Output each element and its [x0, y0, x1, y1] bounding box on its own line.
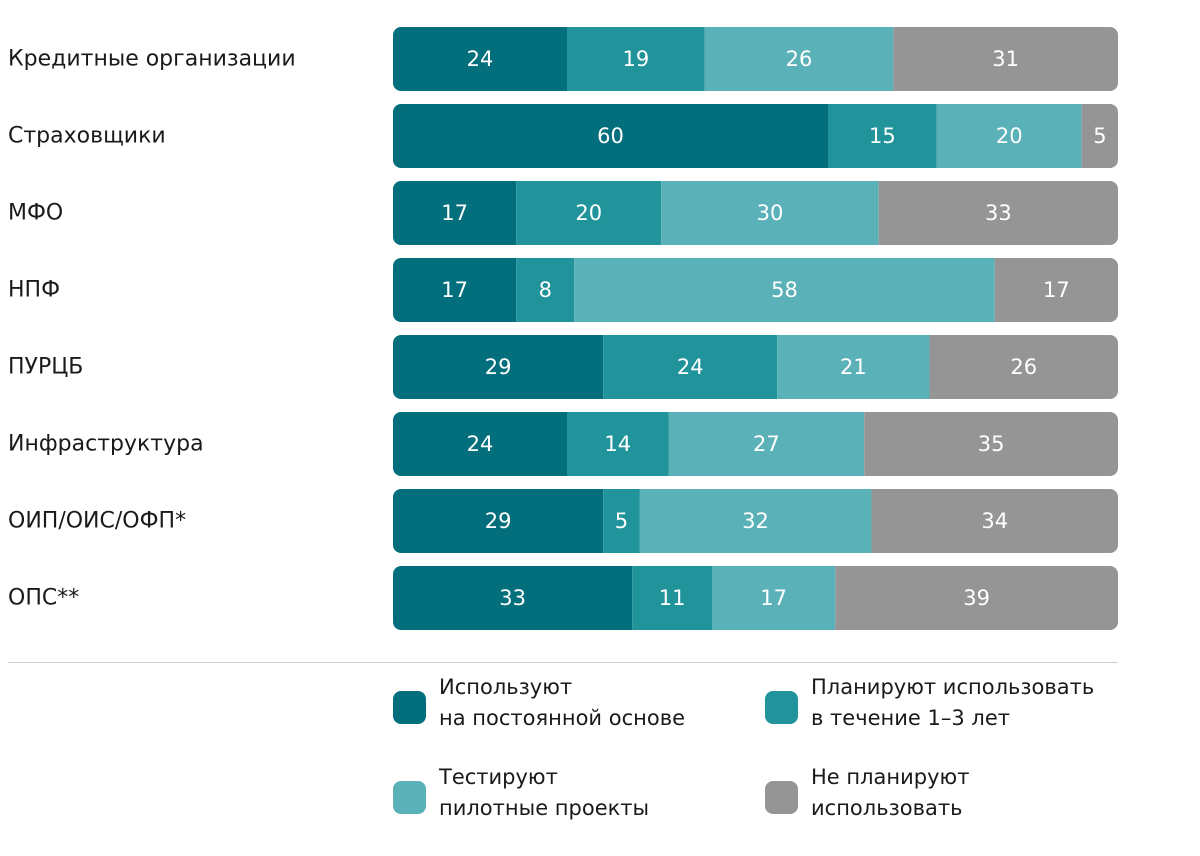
bar-value-label: 15: [869, 124, 896, 148]
bar-segment: [516, 181, 662, 245]
bar-value-label: 24: [467, 432, 494, 456]
stacked-bar-chart: Кредитные организации 24 19 26 31 Страховщики…: [8, 27, 1118, 630]
legend-item-not-planned: Не планируют использовать: [765, 762, 969, 824]
legend-swatch-planned: [765, 691, 798, 724]
bar-segment: [393, 27, 567, 91]
bar-value-label: 19: [623, 47, 650, 71]
bar-segment: [393, 566, 633, 630]
bar-segment: [777, 335, 930, 399]
bar-value-label: 29: [485, 355, 512, 379]
bar-segment: [567, 27, 705, 91]
bar-segment: [893, 27, 1118, 91]
bar-value-label: 8: [539, 278, 552, 302]
bar-segment: [1081, 104, 1118, 168]
bar-value-label: 32: [742, 509, 769, 533]
bar-value-label: 24: [677, 355, 704, 379]
bar-value-label: 39: [963, 586, 990, 610]
bar-segment: [393, 258, 517, 322]
legend-item-testing: Тестируют пилотные проекты: [393, 762, 649, 824]
bar-segment: [603, 335, 778, 399]
bar-value-label: 60: [597, 124, 624, 148]
bar-segment: [994, 258, 1118, 322]
bar-segment: [668, 412, 865, 476]
bar-row: [393, 258, 1118, 322]
legend-swatch-testing: [393, 781, 426, 814]
bar-segment: [574, 258, 995, 322]
category-label: Инфраструктура: [8, 432, 204, 457]
category-label: ОИП/ОИС/ОФП*: [8, 509, 186, 534]
bar-segment: [835, 566, 1118, 630]
bar-segment: [661, 181, 879, 245]
legend-label-permanent: Используют на постоянной основе: [439, 675, 686, 730]
bar-segment: [828, 104, 937, 168]
bar-value-label: 29: [485, 509, 512, 533]
bar-value-label: 17: [441, 278, 468, 302]
bar-value-label: 30: [757, 201, 784, 225]
bar-row: [393, 181, 1118, 245]
legend-item-planned: Планируют использовать в течение 1–3 лет: [765, 672, 1094, 734]
category-label: ОПС**: [8, 586, 79, 611]
legend-label-not-planned: Не планируют использовать: [811, 765, 970, 820]
bar-segment: [393, 489, 604, 553]
bar-value-label: 11: [659, 586, 686, 610]
bar-segment: [929, 335, 1118, 399]
bar-value-label: 14: [604, 432, 631, 456]
legend-label-testing: Тестируют пилотные проекты: [439, 765, 650, 820]
bar-value-label: 33: [985, 201, 1012, 225]
bar-value-label: 17: [1043, 278, 1070, 302]
bar-value-label: 24: [467, 47, 494, 71]
bar-value-label: 17: [760, 586, 787, 610]
bar-row: [393, 104, 1118, 168]
category-label: Кредитные организации: [8, 47, 296, 72]
bar-row: [393, 489, 1118, 553]
bar-segment: [871, 489, 1118, 553]
category-label: НПФ: [8, 278, 60, 303]
bar-row: [393, 335, 1118, 399]
bar-value-label: 20: [996, 124, 1023, 148]
bar-row: [393, 566, 1118, 630]
category-label: МФО: [8, 201, 63, 226]
bar-row: [393, 412, 1118, 476]
bar-value-label: 35: [978, 432, 1005, 456]
bar-row: [393, 27, 1118, 91]
bar-value-label: 26: [786, 47, 813, 71]
bar-segment: [712, 566, 836, 630]
bar-segment: [864, 412, 1118, 476]
bar-segment: [603, 489, 640, 553]
bar-value-label: 58: [771, 278, 798, 302]
bar-value-label: 31: [992, 47, 1019, 71]
bar-segment: [393, 335, 604, 399]
legend-divider: [8, 662, 1118, 663]
legend-swatch-not-planned: [765, 781, 798, 814]
bar-value-label: 20: [575, 201, 602, 225]
bar-segment: [393, 181, 517, 245]
category-label: ПУРЦБ: [8, 355, 83, 380]
legend-swatch-permanent: [393, 691, 426, 724]
bar-segment: [632, 566, 712, 630]
bar-value-label: 27: [753, 432, 780, 456]
bar-value-label: 21: [840, 355, 867, 379]
bar-segment: [704, 27, 894, 91]
legend-item-permanent: Используют на постоянной основе: [393, 672, 685, 734]
legend-label-planned: Планируют использовать в течение 1–3 лет: [811, 675, 1095, 730]
category-label: Страховщики: [8, 124, 166, 149]
bar-segment: [393, 412, 567, 476]
bar-value-label: 26: [1010, 355, 1037, 379]
bar-value-label: 17: [441, 201, 468, 225]
bar-segment: [516, 258, 575, 322]
bar-segment: [936, 104, 1082, 168]
bar-segment: [878, 181, 1118, 245]
bar-segment: [393, 104, 828, 168]
bar-value-label: 33: [499, 586, 526, 610]
bar-value-label: 34: [981, 509, 1008, 533]
bar-value-label: 5: [615, 509, 628, 533]
bar-segment: [567, 412, 669, 476]
bar-segment: [639, 489, 872, 553]
bar-value-label: 5: [1093, 124, 1106, 148]
